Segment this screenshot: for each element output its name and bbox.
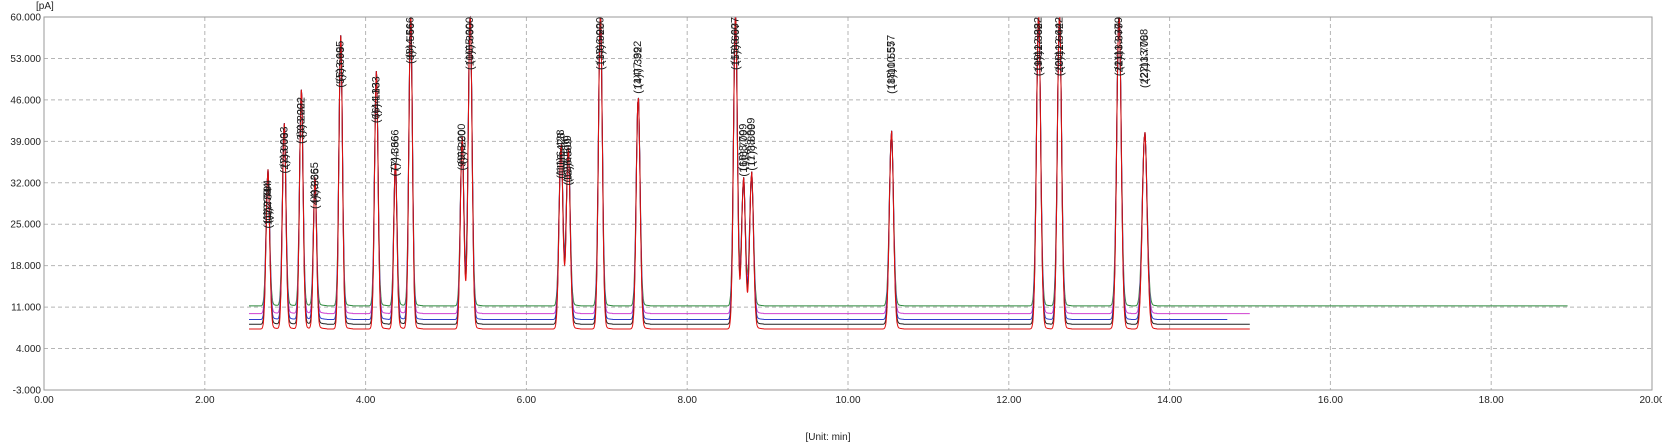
x-tick-label: 2.00 xyxy=(195,395,215,406)
axes: -3.000 4.000 11.000 18.000 25.000 32.000 39.00… xyxy=(10,13,1662,407)
peak-label: (22)13.708 xyxy=(1139,35,1151,88)
y-tick-label: 4.000 xyxy=(16,344,41,355)
series-line xyxy=(249,15,1250,330)
peak-label: (19)12.382 xyxy=(1033,17,1045,70)
peak-label: (3)3.202 xyxy=(295,97,307,138)
series-traces xyxy=(249,15,1568,330)
peak-label: (18)10.557 xyxy=(885,35,897,88)
x-axis-title: [Unit: min] xyxy=(805,432,850,443)
y-tick-label: 39.000 xyxy=(10,137,41,148)
y-axis-title: [pA] xyxy=(36,1,54,12)
peak-label: (11)6.428 xyxy=(555,132,567,178)
peak-label: (12)6.509 xyxy=(562,135,574,182)
peak-label: (20)12.642 xyxy=(1053,17,1065,70)
peak-label: (16)8.709 xyxy=(738,129,750,176)
peak-label: (10)5.300 xyxy=(465,23,477,70)
plot-frame xyxy=(43,16,1653,391)
peak-label: (11)6.428 xyxy=(555,129,567,175)
peak-label: (17)8.809 xyxy=(746,118,758,165)
peak-label: (14)7.392 xyxy=(632,41,644,88)
peak-label: (6)4.133 xyxy=(371,82,383,123)
peak-label: (9)5.200 xyxy=(456,129,468,170)
peak-label: (15)8.607 xyxy=(730,23,742,70)
y-tick-label: 46.000 xyxy=(10,95,41,106)
y-tick-label: 11.000 xyxy=(11,303,41,314)
peak-label: (5)3.695 xyxy=(335,47,347,88)
x-tick-label: 0.00 xyxy=(34,395,54,406)
peak-label: (4)3.365 xyxy=(309,168,321,209)
peak-label: (19)12.382 xyxy=(1033,23,1045,76)
peak-labels: (1)2.784(1)2.784(1)2.784(2)3.003(2)3.003… xyxy=(262,17,1151,228)
peak-label: (20)12.642 xyxy=(1054,23,1066,76)
peak-label: (2)3.003 xyxy=(279,132,291,173)
y-tick-label: -3.000 xyxy=(13,386,42,397)
x-tick-label: 20.00 xyxy=(1639,395,1662,406)
peak-label: (13)6.920 xyxy=(595,23,607,70)
peak-label: (3)3.202 xyxy=(296,103,308,144)
y-tick-label: 25.000 xyxy=(10,220,41,231)
peak-label: (1)2.784 xyxy=(262,183,274,224)
peak-label: (5)3.695 xyxy=(335,41,347,82)
peak-label: (2)3.003 xyxy=(278,127,290,168)
grid-lines xyxy=(43,16,1653,391)
peak-label: (14)7.392 xyxy=(633,47,645,94)
y-tick-label: 60.000 xyxy=(10,13,41,24)
x-tick-label: 6.00 xyxy=(517,395,537,406)
peak-label: (10)5.300 xyxy=(464,17,476,64)
peak-label: (7)4.366 xyxy=(390,135,402,176)
peak-label: (18)10.557 xyxy=(886,41,898,94)
y-tick-label: 18.000 xyxy=(10,261,41,272)
peak-label: (21)13.379 xyxy=(1113,23,1125,76)
peak-label: (16)8.709 xyxy=(737,124,749,171)
y-tick-label: 53.000 xyxy=(10,54,41,65)
peak-label: (13)6.920 xyxy=(594,17,606,64)
peak-label: (6)4.133 xyxy=(370,76,382,117)
peak-label: (15)8.607 xyxy=(729,17,741,64)
x-tick-label: 8.00 xyxy=(677,395,697,406)
peak-label: (8)4.566 xyxy=(405,17,417,58)
peak-label: (8)4.566 xyxy=(405,23,417,64)
x-tick-label: 18.00 xyxy=(1479,395,1504,406)
x-tick-label: 4.00 xyxy=(356,395,376,406)
peak-label: (7)4.366 xyxy=(389,129,401,170)
series-line xyxy=(249,16,1568,307)
peak-label: (22)13.708 xyxy=(1139,29,1151,82)
x-tick-label: 10.00 xyxy=(835,395,860,406)
x-tick-label: 14.00 xyxy=(1157,395,1182,406)
peak-label: (9)5.200 xyxy=(456,124,468,165)
y-tick-label: 32.000 xyxy=(10,178,41,189)
peak-label: (1)2.784 xyxy=(262,188,274,229)
peak-label: (21)13.379 xyxy=(1113,17,1125,70)
peak-label: (17)8.809 xyxy=(746,124,758,171)
peak-label: (1)2.784 xyxy=(262,180,274,221)
x-tick-label: 12.00 xyxy=(996,395,1021,406)
x-tick-label: 16.00 xyxy=(1318,395,1343,406)
peak-label: (12)6.509 xyxy=(563,138,575,185)
peak-label: (4)3.365 xyxy=(309,162,321,203)
